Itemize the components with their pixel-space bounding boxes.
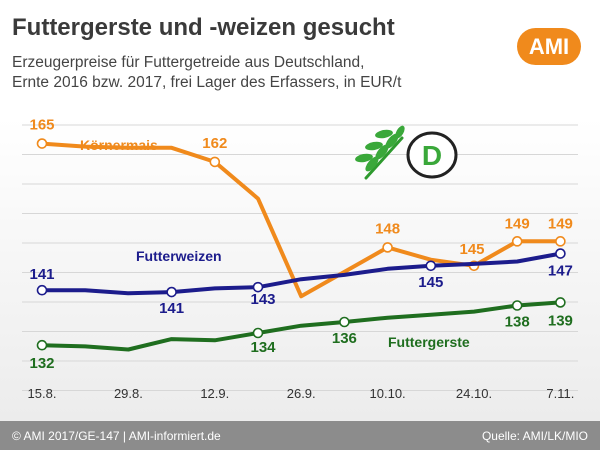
subtitle-line-2: Ernte 2016 bzw. 2017, frei Lager des Erf… <box>12 74 402 91</box>
data-point-futterweizen <box>166 286 177 298</box>
x-tick-label: 24.10. <box>456 386 492 401</box>
data-point-futterweizen <box>425 260 437 272</box>
data-label-koernermais: 149 <box>505 215 530 232</box>
data-point-koernermais <box>382 242 393 253</box>
x-tick-label: 29.8. <box>114 386 143 401</box>
data-label-futtergerste: 139 <box>548 312 573 329</box>
data-label-futterweizen: 145 <box>418 274 443 291</box>
series-layer <box>36 138 566 352</box>
badge-letter: D <box>422 140 442 171</box>
x-tick-label: 15.8. <box>28 386 57 401</box>
data-point-koernermais <box>209 156 221 168</box>
x-tick-label: 7.11. <box>546 386 574 401</box>
data-point-futtergerste <box>339 316 350 328</box>
data-point-futtergerste <box>36 339 48 351</box>
data-point-futterweizen <box>555 248 566 259</box>
data-label-koernermais: 149 <box>548 215 573 232</box>
data-label-koernermais: 148 <box>375 220 400 237</box>
data-label-koernermais: 165 <box>29 117 54 134</box>
data-label-futterweizen: 141 <box>159 300 184 317</box>
page-title: Futtergerste und -weizen gesucht <box>12 14 395 41</box>
series-name-koernermais: Körnermais <box>80 137 158 153</box>
data-label-futtergerste: 134 <box>250 339 276 356</box>
data-label-futtergerste: 132 <box>29 355 54 372</box>
plot-background <box>0 118 600 421</box>
x-tick-label: 10.10. <box>370 386 406 401</box>
x-tick-label: 26.9. <box>287 386 316 401</box>
data-point-futtergerste <box>555 297 566 308</box>
data-point-koernermais <box>36 138 48 149</box>
series-name-futterweizen: Futterweizen <box>136 248 222 264</box>
chart-subtitle: Erzeugerpreise für Futtergetreide aus De… <box>12 53 401 93</box>
data-label-futterweizen: 141 <box>29 266 54 283</box>
data-label-koernermais: 145 <box>459 241 484 258</box>
ami-logo: AMI <box>517 28 581 65</box>
footer-copyright: © AMI 2017/GE-147 | AMI-informiert.de <box>12 429 221 443</box>
data-point-koernermais <box>511 236 523 247</box>
subtitle-line-1: Erzeugerpreise für Futtergetreide aus De… <box>12 54 365 71</box>
wheat-icon <box>355 125 405 180</box>
data-labels: 165 162 148 145 149 149 Körnermais 141 141 143 145… <box>29 117 572 373</box>
series-line-futterweizen <box>40 251 563 296</box>
data-label-koernermais: 162 <box>202 135 227 152</box>
data-label-futtergerste: 138 <box>505 314 530 331</box>
data-label-futterweizen: 143 <box>250 291 275 308</box>
data-point-koernermais <box>555 236 566 247</box>
x-tick-label: 12.9. <box>200 386 229 401</box>
grid-lines <box>22 124 578 391</box>
data-point-futtergerste <box>511 300 523 311</box>
data-point-futterweizen <box>252 281 264 293</box>
data-point-futterweizen <box>36 284 48 296</box>
data-label-futterweizen: 147 <box>548 263 573 280</box>
data-point-futtergerste <box>252 327 264 339</box>
data-label-futtergerste: 136 <box>332 330 357 347</box>
footer-source: Quelle: AMI/LK/MIO <box>481 429 588 443</box>
series-line-futtergerste <box>40 300 563 352</box>
x-axis: 15.8. 29.8. 12.9. 26.9. 10.10. 24.10. 7.11. <box>28 386 575 401</box>
country-badge: D <box>406 131 458 179</box>
series-name-futtergerste: Futtergerste <box>388 334 470 350</box>
footer-bar: © AMI 2017/GE-147 | AMI-informiert.de Qu… <box>0 421 600 450</box>
